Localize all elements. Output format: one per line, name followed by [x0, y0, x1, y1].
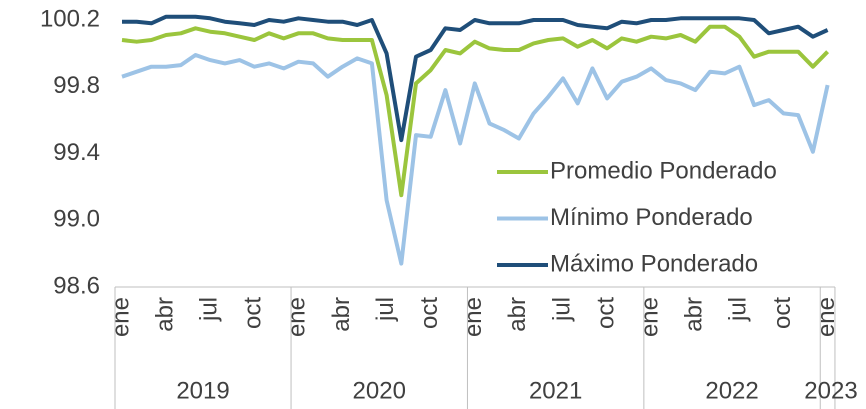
y-tick-label: 99.0 [53, 206, 100, 233]
x-tick-label: oct [592, 297, 619, 329]
x-tick-label: jul [196, 297, 223, 322]
series-line [121, 24, 830, 198]
year-label: 2020 [353, 377, 406, 404]
y-tick-label: 100.2 [40, 5, 100, 32]
x-tick-label: jul [725, 297, 752, 322]
year-label: 2019 [176, 377, 229, 404]
legend-label: Máximo Ponderado [550, 250, 758, 277]
x-tick-label: ene [284, 297, 311, 337]
y-tick-label: 98.6 [53, 272, 100, 299]
x-tick-label: jul [548, 297, 575, 322]
x-tick-label: oct [769, 297, 796, 329]
y-tick-label: 99.4 [53, 139, 100, 166]
legend-label: Promedio Ponderado [550, 157, 777, 184]
x-tick-label: oct [416, 297, 443, 329]
x-tick-label: ene [107, 297, 134, 337]
x-tick-label: oct [240, 297, 267, 329]
series-line [121, 53, 830, 266]
x-tick-label: ene [460, 297, 487, 337]
series-line [122, 14, 829, 143]
year-label: 2021 [529, 377, 582, 404]
year-label: 2022 [705, 377, 758, 404]
legend-label: Mínimo Ponderado [550, 204, 753, 231]
x-tick-label: ene [637, 297, 664, 337]
y-tick-label: 99.8 [53, 72, 100, 99]
x-tick-label: abr [151, 297, 178, 332]
year-label: 2023 [804, 377, 857, 404]
x-tick-label: abr [504, 297, 531, 332]
x-tick-label: jul [372, 297, 399, 322]
x-tick-label: abr [328, 297, 355, 332]
x-tick-label: ene [813, 297, 840, 337]
x-tick-label: abr [681, 297, 708, 332]
